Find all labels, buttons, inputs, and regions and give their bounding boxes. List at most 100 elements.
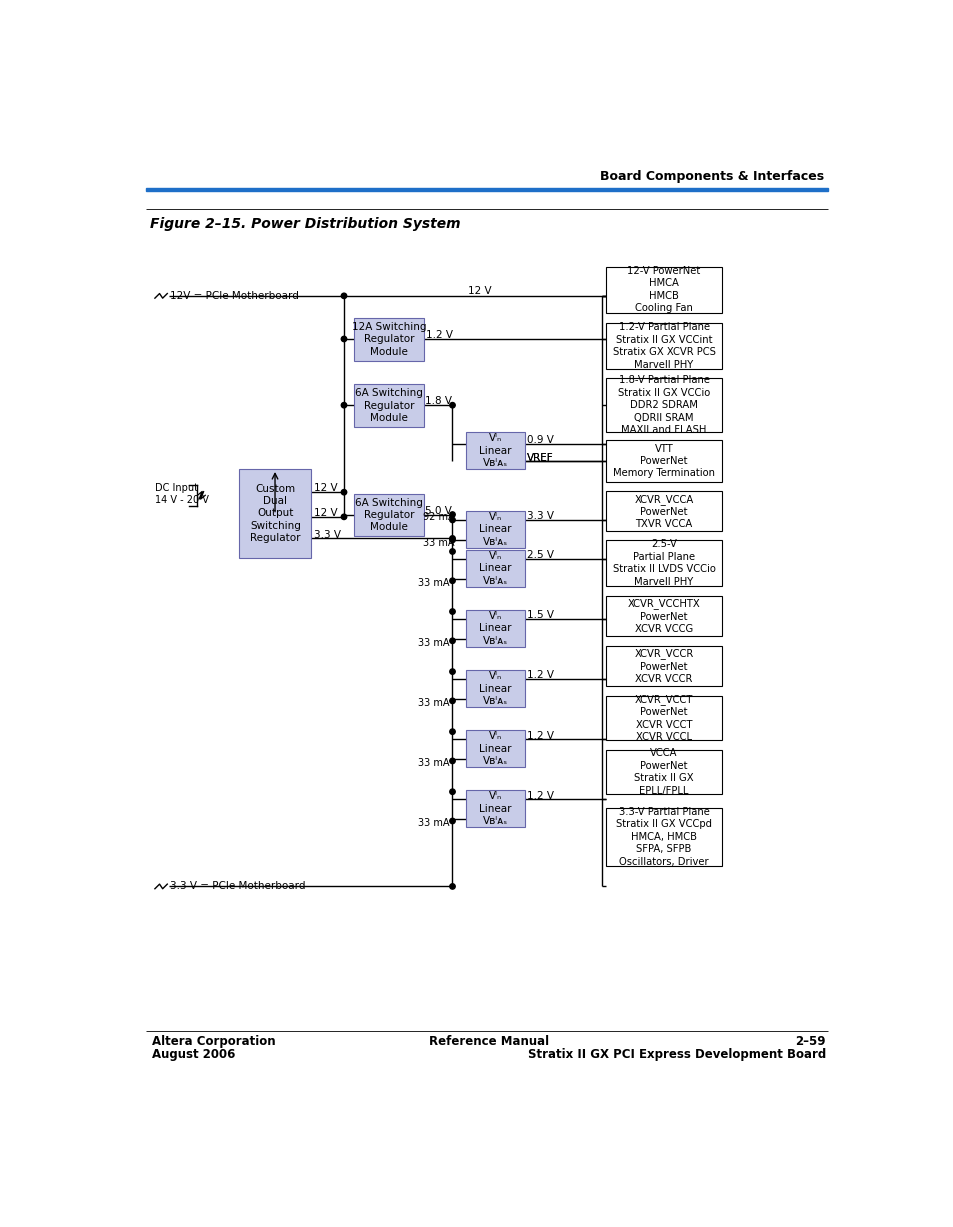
Bar xyxy=(146,188,827,191)
Text: 0.9 V: 0.9 V xyxy=(526,434,553,445)
Text: VCCA
PowerNet
Stratix II GX
EPLL/FPLL: VCCA PowerNet Stratix II GX EPLL/FPLL xyxy=(634,748,693,795)
Circle shape xyxy=(341,293,346,298)
Text: 2.5-V
Partial Plane
Stratix II LVDS VCCio
Marvell PHY: 2.5-V Partial Plane Stratix II LVDS VCCi… xyxy=(612,540,715,587)
Bar xyxy=(354,493,423,536)
Text: Vᴵₙ
Linear
Vʙᴵᴀₛ: Vᴵₙ Linear Vʙᴵᴀₛ xyxy=(478,671,511,706)
Text: XCVR_VCCR
PowerNet
XCVR VCCR: XCVR_VCCR PowerNet XCVR VCCR xyxy=(634,648,693,685)
Text: 5.0 V: 5.0 V xyxy=(425,506,452,515)
Text: VREF: VREF xyxy=(526,453,553,463)
Circle shape xyxy=(449,578,455,584)
Text: 1.2 V: 1.2 V xyxy=(426,330,453,340)
Text: 6A Switching
Regulator
Module: 6A Switching Regulator Module xyxy=(355,388,422,423)
Bar xyxy=(605,696,721,740)
Text: VREF: VREF xyxy=(526,453,553,463)
Text: VTT
PowerNet
Memory Termination: VTT PowerNet Memory Termination xyxy=(613,444,715,479)
Text: 33 mA: 33 mA xyxy=(417,698,449,708)
Bar xyxy=(605,750,721,794)
Text: 1.2 V: 1.2 V xyxy=(526,730,554,741)
Circle shape xyxy=(449,537,455,542)
Bar xyxy=(605,596,721,636)
Text: 12V = PCIe Motherboard: 12V = PCIe Motherboard xyxy=(171,291,299,301)
Text: Board Components & Interfaces: Board Components & Interfaces xyxy=(599,171,823,183)
Text: 3.3 V: 3.3 V xyxy=(526,512,554,521)
Text: 33 mA: 33 mA xyxy=(417,818,449,828)
Bar xyxy=(605,439,721,482)
Text: Stratix II GX PCI Express Development Board: Stratix II GX PCI Express Development Bo… xyxy=(527,1048,825,1061)
Bar xyxy=(605,647,721,686)
Text: 3.3 V: 3.3 V xyxy=(314,530,340,540)
Text: 33 mA: 33 mA xyxy=(417,758,449,768)
Text: 1.2-V Partial Plane
Stratix II GX VCCint
Stratix GX XCVR PCS
Marvell PHY: 1.2-V Partial Plane Stratix II GX VCCint… xyxy=(612,323,715,369)
Circle shape xyxy=(449,669,455,675)
Text: XCVR_VCCHTX
PowerNet
XCVR VCCG: XCVR_VCCHTX PowerNet XCVR VCCG xyxy=(627,599,700,634)
Text: 33 mA: 33 mA xyxy=(417,578,449,588)
Text: 12 V: 12 V xyxy=(314,483,337,493)
Circle shape xyxy=(341,336,346,341)
Bar xyxy=(354,384,423,427)
Text: 2.5 V: 2.5 V xyxy=(526,551,554,561)
Bar xyxy=(466,432,524,469)
Text: 12 V: 12 V xyxy=(468,286,491,296)
Text: 1.8 V: 1.8 V xyxy=(425,396,452,406)
Circle shape xyxy=(449,638,455,643)
Text: 12 V: 12 V xyxy=(314,508,337,518)
Text: 12-V PowerNet
HMCA
HMCB
Cooling Fan: 12-V PowerNet HMCA HMCB Cooling Fan xyxy=(627,266,700,313)
Circle shape xyxy=(449,518,455,523)
Circle shape xyxy=(449,758,455,763)
Bar xyxy=(605,492,721,531)
Text: XCVR_VCCT
PowerNet
XCVR VCCT
XCVR VCCL: XCVR_VCCT PowerNet XCVR VCCT XCVR VCCL xyxy=(635,694,693,742)
Text: Custom
Dual
Output
Switching
Regulator: Custom Dual Output Switching Regulator xyxy=(250,483,300,544)
Text: 1.5 V: 1.5 V xyxy=(526,610,554,621)
Circle shape xyxy=(449,609,455,615)
Circle shape xyxy=(449,536,455,541)
Bar xyxy=(605,378,721,432)
Bar xyxy=(466,510,524,547)
Text: 3.3-V Partial Plane
Stratix II GX VCCpd
HMCA, HMCB
SFPA, SFPB
Oscillators, Drive: 3.3-V Partial Plane Stratix II GX VCCpd … xyxy=(616,807,711,866)
Text: 14 V - 20 V: 14 V - 20 V xyxy=(154,494,209,504)
Text: DC Input: DC Input xyxy=(154,482,197,492)
Circle shape xyxy=(449,548,455,555)
Circle shape xyxy=(449,729,455,735)
Circle shape xyxy=(449,883,455,890)
Text: 6A Switching
Regulator
Module: 6A Switching Regulator Module xyxy=(355,497,422,533)
Circle shape xyxy=(341,514,346,519)
Text: Altera Corporation: Altera Corporation xyxy=(152,1036,275,1049)
Text: Vᴵₙ
Linear
Vʙᴵᴀₛ: Vᴵₙ Linear Vʙᴵᴀₛ xyxy=(478,731,511,766)
Text: Vᴵₙ
Linear
Vʙᴵᴀₛ: Vᴵₙ Linear Vʙᴵᴀₛ xyxy=(478,551,511,585)
Text: 1.2 V: 1.2 V xyxy=(526,790,554,800)
Text: Reference Manual: Reference Manual xyxy=(429,1036,548,1049)
Bar xyxy=(605,323,721,369)
Circle shape xyxy=(449,789,455,794)
Text: Vᴵₙ
Linear
Vʙᴵᴀₛ: Vᴵₙ Linear Vʙᴵᴀₛ xyxy=(478,611,511,645)
Text: XCVR_VCCA
PowerNet
TXVR VCCA: XCVR_VCCA PowerNet TXVR VCCA xyxy=(634,493,693,529)
Bar xyxy=(466,670,524,707)
Text: 1.2 V: 1.2 V xyxy=(526,670,554,681)
Circle shape xyxy=(449,818,455,823)
Text: Vᴵₙ
Linear
Vʙᴵᴀₛ: Vᴵₙ Linear Vʙᴵᴀₛ xyxy=(478,791,511,826)
Bar xyxy=(605,540,721,587)
Circle shape xyxy=(449,698,455,703)
Text: 12A Switching
Regulator
Module: 12A Switching Regulator Module xyxy=(352,321,426,357)
Text: 2–59: 2–59 xyxy=(795,1036,825,1049)
Text: 33 mA: 33 mA xyxy=(422,537,454,548)
Text: Figure 2–15. Power Distribution System: Figure 2–15. Power Distribution System xyxy=(150,217,460,231)
Bar xyxy=(466,610,524,647)
Circle shape xyxy=(341,490,346,494)
Text: Vᴵₙ
Linear
Vʙᴵᴀₛ: Vᴵₙ Linear Vʙᴵᴀₛ xyxy=(478,512,511,546)
Circle shape xyxy=(449,512,455,518)
Bar xyxy=(466,790,524,827)
Bar xyxy=(466,730,524,767)
Bar xyxy=(605,266,721,313)
Text: 92 mA: 92 mA xyxy=(422,512,455,521)
Bar xyxy=(605,807,721,866)
Text: 1.8-V Partial Plane
Stratix II GX VCCio
DDR2 SDRAM
QDRII SRAM
MAXII and FLASH: 1.8-V Partial Plane Stratix II GX VCCio … xyxy=(618,375,709,436)
Circle shape xyxy=(341,402,346,407)
Circle shape xyxy=(449,402,455,407)
Bar xyxy=(466,550,524,587)
Bar xyxy=(354,318,423,361)
Text: Vᴵₙ
Linear
Vʙᴵᴀₛ: Vᴵₙ Linear Vʙᴵᴀₛ xyxy=(478,433,511,467)
Text: 33 mA: 33 mA xyxy=(417,638,449,648)
Text: August 2006: August 2006 xyxy=(152,1048,235,1061)
Text: 3.3 V = PCIe Motherboard: 3.3 V = PCIe Motherboard xyxy=(171,881,306,892)
Bar xyxy=(239,469,311,557)
